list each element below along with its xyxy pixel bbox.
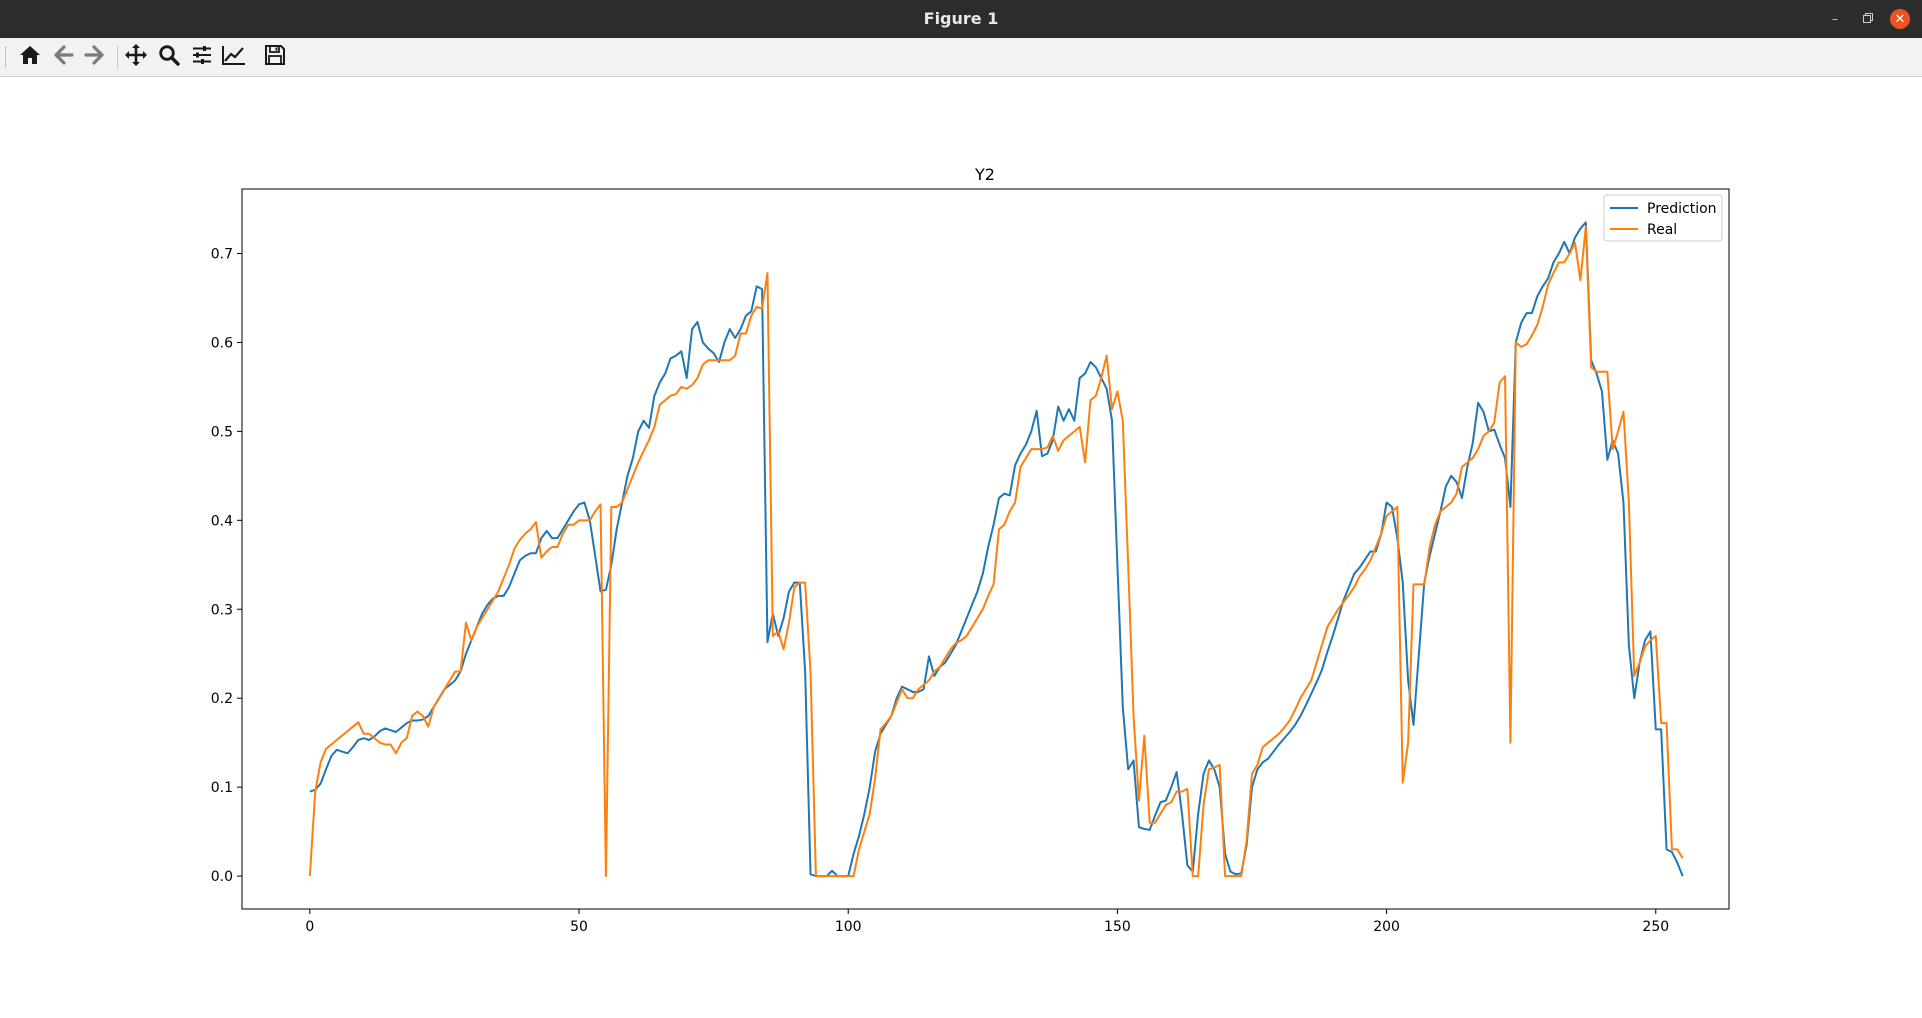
navigation-toolbar bbox=[0, 38, 1922, 77]
zoom-button[interactable] bbox=[155, 43, 183, 71]
arrow-right-icon bbox=[84, 44, 106, 70]
floppy-disk-icon bbox=[264, 44, 286, 70]
toolbar-separator bbox=[117, 46, 118, 68]
close-button[interactable]: ✕ bbox=[1890, 9, 1910, 29]
y-tick-label: 0.2 bbox=[211, 691, 233, 707]
line-chart-icon bbox=[221, 44, 247, 70]
magnifier-icon bbox=[158, 44, 180, 70]
back-button[interactable] bbox=[49, 43, 77, 71]
series-lines bbox=[308, 221, 1684, 878]
restore-icon bbox=[1863, 12, 1873, 26]
y-tick-label: 0.0 bbox=[211, 869, 233, 885]
subplots-button[interactable] bbox=[188, 43, 216, 71]
x-tick-label: 250 bbox=[1642, 919, 1669, 935]
y-axis: 0.0 0.1 0.2 0.3 0.4 0.5 0.6 0.7 bbox=[211, 246, 242, 885]
x-tick-label: 100 bbox=[835, 919, 862, 935]
y-tick-label: 0.4 bbox=[211, 513, 233, 529]
y-tick-label: 0.6 bbox=[211, 335, 233, 351]
legend: Prediction Real bbox=[1603, 194, 1723, 242]
x-tick-label: 200 bbox=[1373, 919, 1400, 935]
x-tick-label: 0 bbox=[305, 919, 314, 935]
x-tick-label: 50 bbox=[570, 919, 588, 935]
toolbar-grip[interactable] bbox=[5, 47, 8, 67]
pan-button[interactable] bbox=[122, 43, 150, 71]
series-line-real bbox=[308, 225, 1684, 878]
y-tick-label: 0.3 bbox=[211, 602, 233, 618]
minimize-button[interactable]: – bbox=[1825, 9, 1845, 29]
y-tick-label: 0.7 bbox=[211, 246, 233, 262]
home-button[interactable] bbox=[16, 43, 44, 71]
x-tick-label: 150 bbox=[1104, 919, 1131, 935]
move-icon bbox=[124, 43, 148, 71]
y-tick-label: 0.5 bbox=[211, 424, 233, 440]
edit-axes-button[interactable] bbox=[220, 43, 248, 71]
x-axis: 0 50 100 150 200 250 bbox=[305, 909, 1669, 935]
line-chart: Y2 0.0 0.1 0.2 0.3 0.4 0.5 0.6 0.7 0 50 100 150 200… bbox=[211, 165, 1730, 935]
save-button[interactable] bbox=[261, 43, 289, 71]
axes-frame bbox=[241, 188, 1730, 910]
window-title: Figure 1 bbox=[923, 9, 999, 28]
sliders-icon bbox=[191, 44, 213, 70]
arrow-left-icon bbox=[52, 44, 74, 70]
chart-title: Y2 bbox=[974, 165, 995, 184]
legend-label-real: Real bbox=[1647, 222, 1677, 238]
window-titlebar: Figure 1 – ✕ bbox=[0, 0, 1922, 38]
legend-label-prediction: Prediction bbox=[1647, 201, 1717, 217]
forward-button[interactable] bbox=[81, 43, 109, 71]
home-icon bbox=[19, 44, 41, 70]
y-tick-label: 0.1 bbox=[211, 780, 233, 796]
maximize-button[interactable] bbox=[1858, 9, 1878, 29]
close-icon: ✕ bbox=[1894, 11, 1906, 27]
minimize-icon: – bbox=[1832, 12, 1838, 26]
figure-canvas[interactable]: Y2 0.0 0.1 0.2 0.3 0.4 0.5 0.6 0.7 0 50 100 150 200… bbox=[0, 77, 1922, 1014]
